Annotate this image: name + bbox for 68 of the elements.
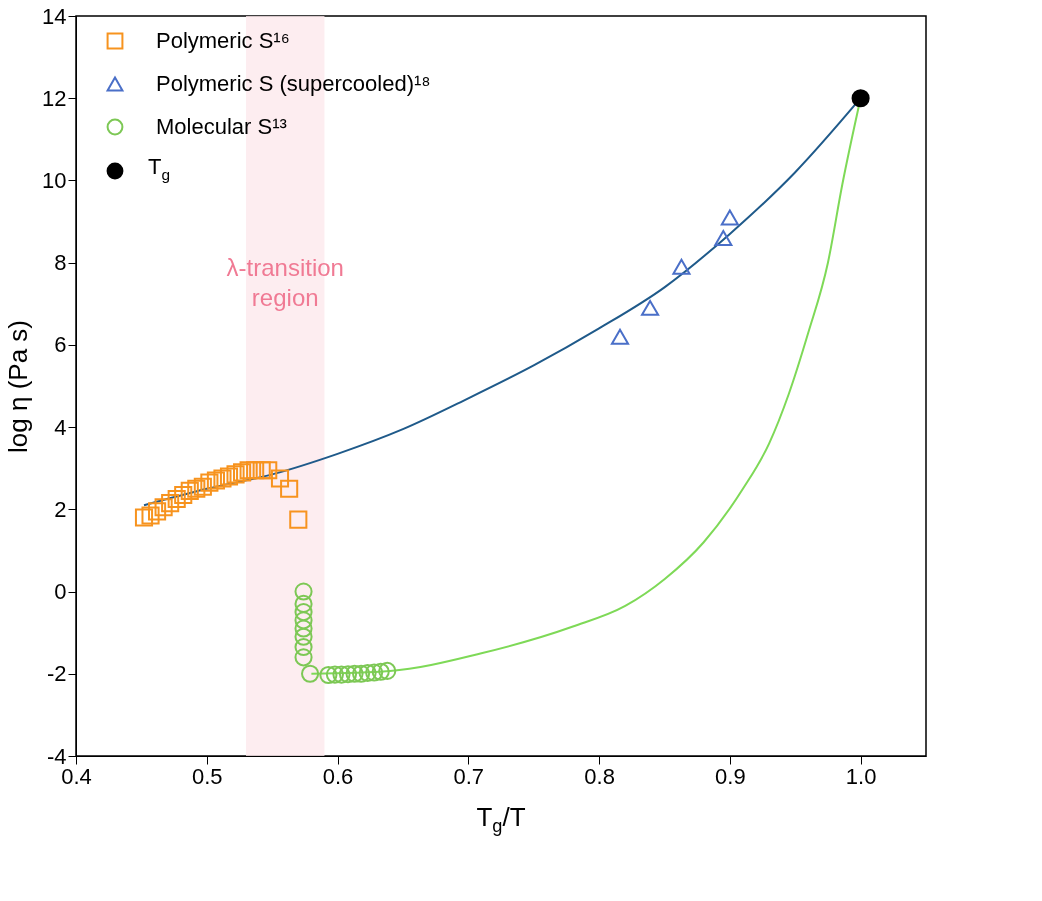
point: [294, 611, 313, 630]
point: [294, 603, 313, 622]
point: [371, 662, 390, 681]
point: [294, 619, 313, 638]
point: [332, 665, 351, 684]
point: [301, 664, 320, 683]
point: [365, 663, 384, 682]
point: [252, 461, 271, 480]
point: [319, 665, 338, 685]
point: [352, 664, 371, 683]
x-tick-label: 0.8: [584, 763, 615, 789]
point: [358, 663, 377, 682]
point: [294, 627, 313, 646]
y-tick-label: 14: [42, 3, 67, 29]
point: [289, 510, 308, 529]
y-tick-label: 0: [54, 579, 67, 605]
point: [270, 469, 290, 488]
y-tick-label: 12: [42, 85, 67, 111]
band-label: λ-transition region: [226, 253, 344, 311]
y-tick-label: 8: [54, 250, 67, 276]
y-tick-label: 2: [54, 496, 67, 522]
point: [180, 481, 199, 500]
point: [206, 471, 225, 490]
x-tick-label: 0.6: [322, 763, 354, 789]
point: [134, 508, 154, 527]
y-tick-label: 4: [54, 414, 67, 440]
point: [141, 506, 160, 525]
y-tick-label: 10: [42, 167, 67, 193]
point: [167, 489, 186, 509]
point: [280, 479, 299, 498]
point: [213, 469, 232, 488]
point: [193, 477, 212, 496]
point: [200, 473, 219, 492]
x-tick-label: 1.0: [845, 763, 877, 789]
point: [610, 328, 630, 345]
point: [338, 665, 358, 684]
point: [294, 648, 313, 667]
x-tick-label: 0.9: [715, 763, 746, 789]
point: [148, 502, 167, 521]
point: [294, 638, 313, 657]
legend-label: Polymeric S¹⁶: [156, 28, 290, 53]
point: [641, 299, 660, 316]
point: [161, 494, 180, 513]
point: [345, 664, 364, 683]
point: [239, 461, 258, 480]
y-tick-label: -2: [46, 661, 67, 687]
point: [226, 465, 245, 484]
point: [378, 661, 397, 680]
point: [154, 498, 173, 517]
point: [294, 582, 313, 601]
legend-label: Molecular S¹³: [156, 114, 287, 139]
point: [325, 665, 344, 684]
point: [174, 485, 193, 505]
point: [294, 594, 313, 613]
point: [233, 463, 252, 482]
point: [720, 209, 739, 226]
y-axis-title: log η (Pa s): [3, 320, 34, 453]
x-tick-label: 0.7: [453, 763, 485, 789]
point: [219, 467, 239, 486]
point: [714, 230, 733, 246]
legend-label: Polymeric S (supercooled)¹⁸: [156, 71, 431, 96]
y-tick-label: 6: [54, 332, 67, 358]
x-tick-label: 0.5: [191, 763, 223, 789]
point: [187, 479, 206, 498]
point: [259, 461, 278, 480]
point: [851, 89, 870, 108]
point: [246, 461, 265, 480]
point: [672, 258, 691, 275]
